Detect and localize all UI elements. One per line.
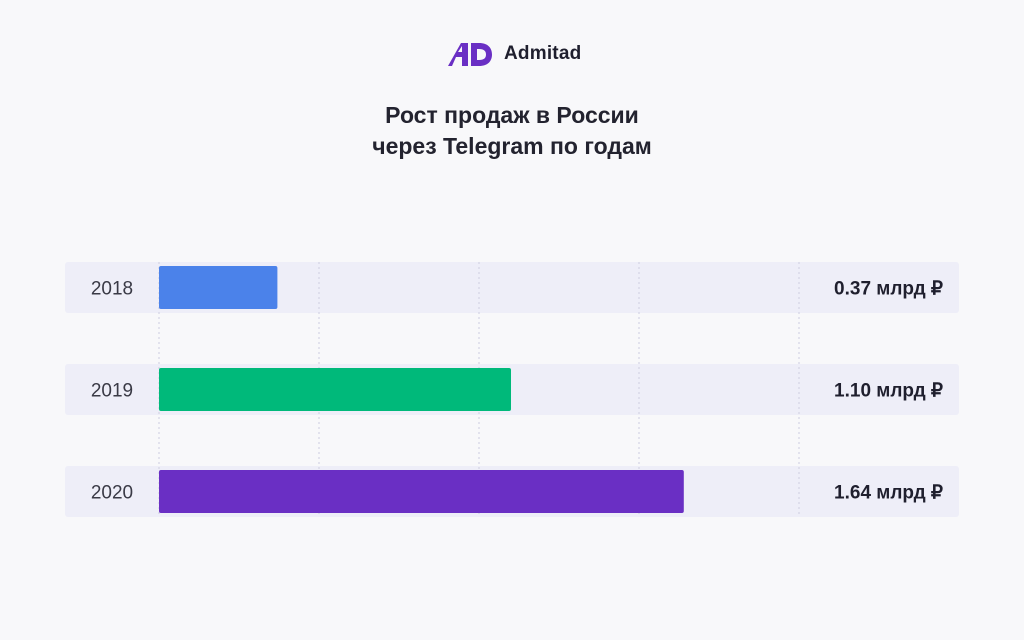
category-label: 2019 <box>91 381 133 402</box>
value-label: 1.64 млрд ₽ <box>834 483 943 504</box>
chart-title-line-2: через Telegram по годам <box>372 133 652 159</box>
bar-2020 <box>159 470 684 513</box>
bar-2018 <box>159 266 278 309</box>
brand-name: Admitad <box>504 43 582 64</box>
bar-2019 <box>159 368 511 411</box>
chart-title-line-1: Рост продаж в России <box>385 102 639 128</box>
value-label: 1.10 млрд ₽ <box>834 381 943 402</box>
chart-title: Рост продаж в России через Telegram по г… <box>0 100 1024 162</box>
category-label: 2018 <box>91 279 133 300</box>
row-background <box>65 262 959 313</box>
category-label: 2020 <box>91 483 133 504</box>
brand-logo: Admitad <box>446 40 581 68</box>
admitad-logo-icon <box>448 43 492 66</box>
value-label: 0.37 млрд ₽ <box>834 279 943 300</box>
